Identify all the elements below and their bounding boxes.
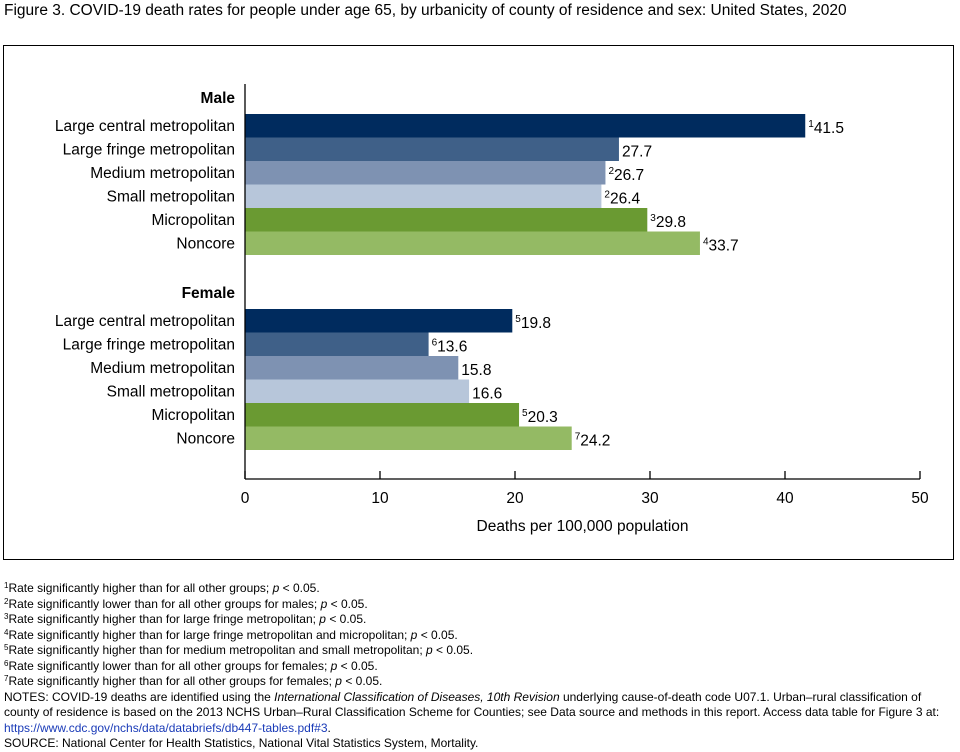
footnote-list: 1Rate significantly higher than for all … bbox=[4, 581, 954, 690]
value-text: 26.7 bbox=[614, 167, 644, 184]
chart-frame: Male Large central metropolitan 141.5 Large… bbox=[3, 45, 954, 560]
category-label-female-micropolitan: Micropolitan bbox=[151, 407, 235, 424]
footnote-mark: 3 bbox=[4, 612, 9, 621]
x-axis-title: Deaths per 100,000 population bbox=[477, 518, 689, 535]
value-note-mark: 4 bbox=[703, 237, 709, 248]
value-note-mark: 5 bbox=[522, 408, 528, 419]
value-label-female-small-metropolitan: 16.6 bbox=[472, 386, 502, 403]
x-tick-label-30: 30 bbox=[641, 490, 659, 507]
value-label-female-noncore: 724.2 bbox=[575, 432, 611, 450]
bar-chart: Male Large central metropolitan 141.5 Large… bbox=[55, 84, 929, 535]
value-note-mark: 5 bbox=[515, 314, 521, 325]
group-label-male: Male bbox=[201, 90, 236, 107]
value-note-mark: 3 bbox=[650, 213, 656, 224]
value-note-mark: 6 bbox=[432, 338, 438, 349]
bar-female-small-metropolitan bbox=[245, 379, 470, 403]
value-label-female-large-fringe-metropolitan: 613.6 bbox=[432, 338, 468, 356]
value-label-male-large-central-metropolitan: 141.5 bbox=[808, 119, 844, 137]
footnote-mark: 1 bbox=[4, 581, 9, 590]
value-label-male-small-metropolitan: 226.4 bbox=[604, 190, 640, 208]
value-label-male-noncore: 433.7 bbox=[703, 237, 739, 255]
x-tick-label-20: 20 bbox=[506, 490, 524, 507]
value-note-mark: 2 bbox=[608, 166, 614, 177]
data-table-link[interactable]: https://www.cdc.gov/nchs/data/databriefs… bbox=[4, 720, 328, 735]
value-text: 29.8 bbox=[656, 214, 686, 231]
bar-female-large-fringe-metropolitan bbox=[245, 332, 429, 356]
value-label-male-medium-metropolitan: 226.7 bbox=[608, 166, 644, 184]
bar-female-noncore bbox=[245, 426, 572, 450]
notes-italic: International Classification of Diseases… bbox=[274, 689, 560, 704]
category-label-female-large-fringe-metropolitan: Large fringe metropolitan bbox=[63, 337, 235, 354]
category-label-female-small-metropolitan: Small metropolitan bbox=[107, 384, 235, 401]
category-label-male-medium-metropolitan: Medium metropolitan bbox=[90, 165, 235, 182]
value-text: 33.7 bbox=[709, 238, 739, 255]
footnote-mark: 2 bbox=[4, 596, 9, 606]
x-tick-label-0: 0 bbox=[241, 490, 250, 507]
value-label-female-micropolitan: 520.3 bbox=[522, 408, 558, 426]
bar-female-large-central-metropolitan bbox=[245, 309, 513, 333]
value-note-mark: 2 bbox=[604, 190, 610, 201]
footnote-2: 2Rate significantly lower than for all o… bbox=[4, 596, 368, 611]
value-text: 20.3 bbox=[528, 409, 558, 426]
bar-male-large-central-metropolitan bbox=[245, 114, 806, 138]
value-text: 24.2 bbox=[580, 433, 610, 450]
notes-paragraph: NOTES: COVID-19 deaths are identified us… bbox=[4, 689, 940, 735]
source-line: SOURCE: National Center for Health Stati… bbox=[4, 736, 479, 750]
bar-male-noncore bbox=[245, 231, 700, 255]
value-label-male-micropolitan: 329.8 bbox=[650, 213, 686, 231]
value-note-mark: 7 bbox=[575, 432, 581, 443]
footnote-mark: 7 bbox=[4, 674, 9, 683]
x-tick-label-10: 10 bbox=[371, 490, 389, 507]
footnote-5: 5Rate significantly higher than for medi… bbox=[4, 643, 474, 657]
category-label-female-noncore: Noncore bbox=[176, 431, 235, 448]
footnote-7: 7Rate significantly higher than for all … bbox=[4, 674, 383, 688]
bar-male-small-metropolitan bbox=[245, 184, 602, 208]
value-text: 13.6 bbox=[437, 339, 467, 356]
figure-title: Figure 3. COVID-19 death rates for peopl… bbox=[4, 2, 847, 19]
bar-female-micropolitan bbox=[245, 403, 520, 427]
footnote-4: 4Rate significantly higher than for larg… bbox=[4, 627, 458, 642]
footnotes: 1Rate significantly higher than for all … bbox=[4, 581, 954, 752]
value-label-female-medium-metropolitan: 15.8 bbox=[461, 362, 491, 379]
value-text: 16.6 bbox=[472, 386, 502, 403]
footnote-mark: 4 bbox=[4, 627, 9, 637]
value-note-mark: 1 bbox=[808, 119, 814, 130]
value-text: 19.8 bbox=[521, 315, 551, 332]
group-label-female: Female bbox=[182, 285, 236, 302]
x-tick-label-50: 50 bbox=[911, 490, 929, 507]
bar-female-medium-metropolitan bbox=[245, 356, 459, 380]
footnote-1: 1Rate significantly higher than for all … bbox=[4, 581, 320, 595]
bar-male-medium-metropolitan bbox=[245, 161, 606, 185]
category-label-male-large-central-metropolitan: Large central metropolitan bbox=[55, 118, 235, 135]
category-label-female-large-central-metropolitan: Large central metropolitan bbox=[55, 313, 235, 330]
category-label-male-small-metropolitan: Small metropolitan bbox=[107, 189, 235, 206]
value-text: 15.8 bbox=[461, 362, 491, 379]
x-tick-label-40: 40 bbox=[776, 490, 794, 507]
value-label-female-large-central-metropolitan: 519.8 bbox=[515, 314, 551, 332]
bar-male-micropolitan bbox=[245, 208, 648, 232]
value-label-male-large-fringe-metropolitan: 27.7 bbox=[622, 144, 652, 161]
bar-male-large-fringe-metropolitan bbox=[245, 137, 619, 161]
category-label-male-large-fringe-metropolitan: Large fringe metropolitan bbox=[63, 142, 235, 159]
footnote-3: 3Rate significantly higher than for larg… bbox=[4, 612, 367, 626]
value-text: 26.4 bbox=[610, 191, 641, 208]
footnote-6: 6Rate significantly lower than for all o… bbox=[4, 658, 378, 673]
category-label-female-medium-metropolitan: Medium metropolitan bbox=[90, 360, 235, 377]
footnote-mark: 5 bbox=[4, 643, 9, 652]
value-text: 41.5 bbox=[814, 120, 844, 137]
category-label-male-micropolitan: Micropolitan bbox=[151, 212, 235, 229]
category-label-male-noncore: Noncore bbox=[176, 236, 235, 253]
value-text: 27.7 bbox=[622, 144, 652, 161]
footnote-mark: 6 bbox=[4, 658, 9, 668]
